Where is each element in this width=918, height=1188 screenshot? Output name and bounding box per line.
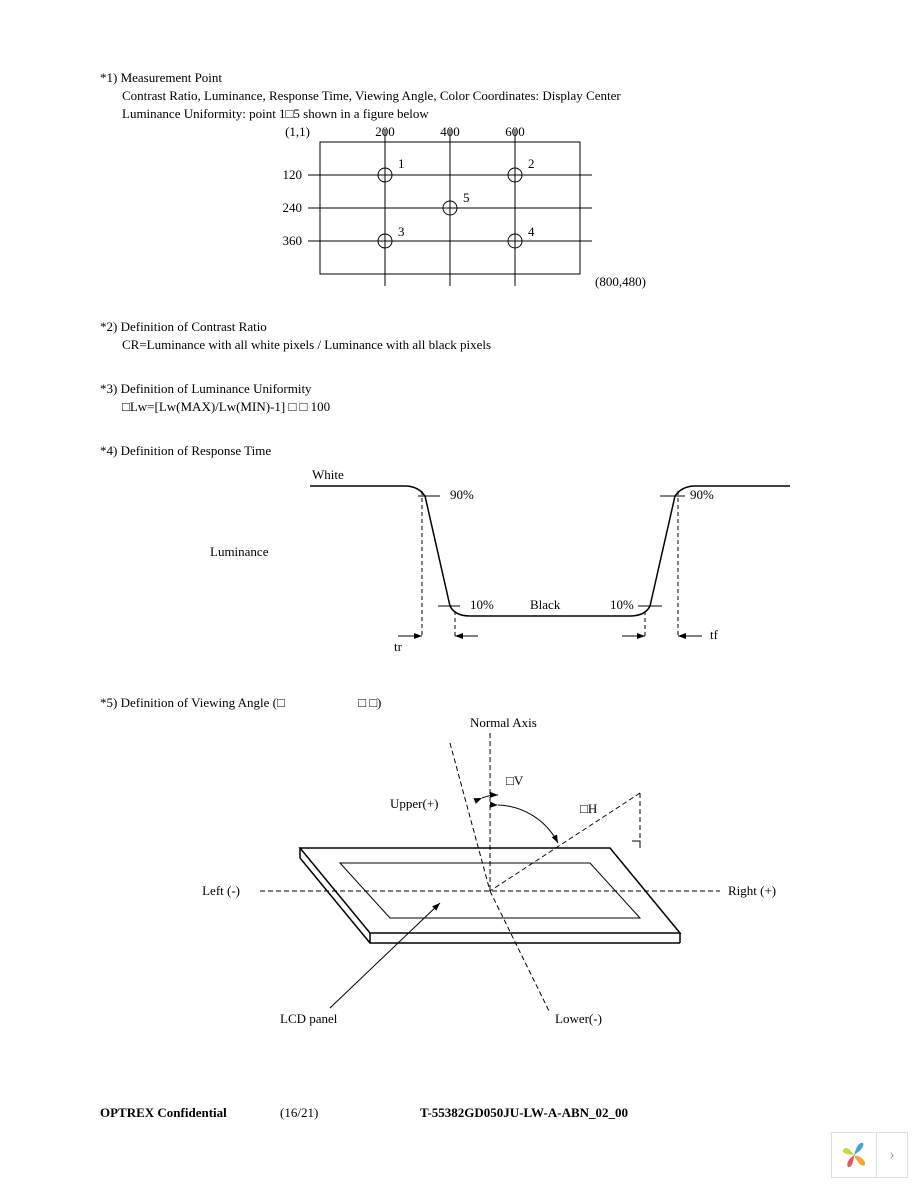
svg-text:3: 3 [398, 224, 405, 239]
svg-text:(1,1): (1,1) [285, 124, 310, 139]
section5-head: *5) Definition of Viewing Angle (□ □ □) [100, 695, 820, 711]
svg-text:Lower(-): Lower(-) [555, 1011, 602, 1026]
measurement-point-diagram: (1,1) 200 400 600 120 240 360 1 2 3 4 5 … [260, 124, 720, 299]
svg-text:5: 5 [463, 190, 470, 205]
svg-text:600: 600 [505, 124, 525, 139]
svg-text:360: 360 [283, 233, 303, 248]
viewer-widget[interactable]: › [831, 1132, 908, 1178]
section4-head: *4) Definition of Response Time [100, 443, 820, 459]
section2-line1: CR=Luminance with all white pixels / Lum… [122, 337, 820, 353]
svg-text:10%: 10% [470, 597, 494, 612]
footer-confidential: OPTREX Confidential [100, 1105, 227, 1120]
svg-text:400: 400 [440, 124, 460, 139]
svg-text:Left (-): Left (-) [202, 883, 240, 898]
svg-text:10%: 10% [610, 597, 634, 612]
section1-head: *1) Measurement Point [100, 70, 820, 86]
svg-text:tr: tr [394, 639, 403, 654]
svg-text:90%: 90% [450, 487, 474, 502]
svg-text:□H: □H [580, 801, 597, 816]
svg-text:1: 1 [398, 156, 405, 171]
svg-text:Normal Axis: Normal Axis [470, 715, 537, 730]
svg-text:□V: □V [506, 773, 524, 788]
svg-text:2: 2 [528, 156, 535, 171]
viewer-logo-icon [832, 1133, 876, 1177]
response-time-diagram: White 90% 90% 10% 10% Black tr tf Lumina… [180, 461, 800, 661]
svg-text:White: White [312, 467, 344, 482]
page-footer: OPTREX Confidential (16/21) T-55382GD050… [100, 1105, 820, 1121]
footer-doc-id: T-55382GD050JU-LW-A-ABN_02_00 [420, 1105, 628, 1121]
section3-line1: □Lw=[Lw(MAX)/Lw(MIN)-1] □ □ 100 [122, 399, 820, 415]
svg-text:Luminance: Luminance [210, 544, 269, 559]
viewing-angle-diagram: Normal Axis □V □H Upper(+) Lower(-) Left… [180, 713, 800, 1043]
footer-page-number: (16/21) [280, 1105, 318, 1121]
svg-text:LCD panel: LCD panel [280, 1011, 338, 1026]
svg-text:4: 4 [528, 224, 535, 239]
viewer-next-button[interactable]: › [876, 1133, 907, 1177]
svg-text:(800,480): (800,480) [595, 274, 646, 289]
svg-text:Upper(+): Upper(+) [390, 796, 438, 811]
svg-text:120: 120 [283, 167, 303, 182]
svg-text:Right (+): Right (+) [728, 883, 776, 898]
svg-text:90%: 90% [690, 487, 714, 502]
svg-text:tf: tf [710, 627, 719, 642]
svg-text:240: 240 [283, 200, 303, 215]
svg-text:Black: Black [530, 597, 561, 612]
section3-head: *3) Definition of Luminance Uniformity [100, 381, 820, 397]
svg-text:200: 200 [375, 124, 395, 139]
section2-head: *2) Definition of Contrast Ratio [100, 319, 820, 335]
section1-line2: Luminance Uniformity: point 1□5 shown in… [122, 106, 820, 122]
section1-line1: Contrast Ratio, Luminance, Response Time… [122, 88, 820, 104]
